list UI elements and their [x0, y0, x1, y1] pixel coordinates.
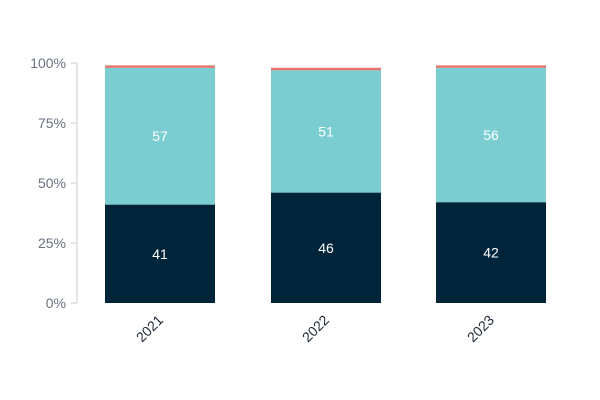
bar-segment [105, 67, 215, 205]
data-label: 51 [318, 123, 334, 139]
y-tick-label: 75% [38, 115, 66, 131]
bar-segment [271, 70, 381, 193]
x-tick-label: 2023 [464, 312, 497, 345]
bar-segment [271, 67, 381, 71]
data-label: 46 [318, 240, 334, 256]
bar-segment [105, 204, 215, 303]
y-tick-label: 0% [46, 295, 66, 311]
data-label: 41 [152, 246, 168, 262]
bars: 41 57 46 51 42 56 [105, 65, 546, 303]
bar-segment [436, 67, 546, 203]
y-tick-label: 100% [30, 55, 66, 71]
data-label: 57 [152, 128, 168, 144]
data-label: 56 [483, 127, 499, 143]
bar-segment [271, 192, 381, 303]
y-axis: 0% 25% 50% 75% 100% [30, 55, 78, 311]
y-tick-label: 50% [38, 175, 66, 191]
bar-segment [436, 65, 546, 68]
bar-segment [105, 65, 215, 68]
x-tick-label: 2022 [299, 312, 332, 345]
y-tick-label: 25% [38, 235, 66, 251]
x-axis: 2021 2022 2023 [133, 312, 497, 345]
bar-segment [436, 202, 546, 303]
data-label: 42 [483, 245, 499, 261]
x-tick-label: 2021 [133, 312, 166, 345]
